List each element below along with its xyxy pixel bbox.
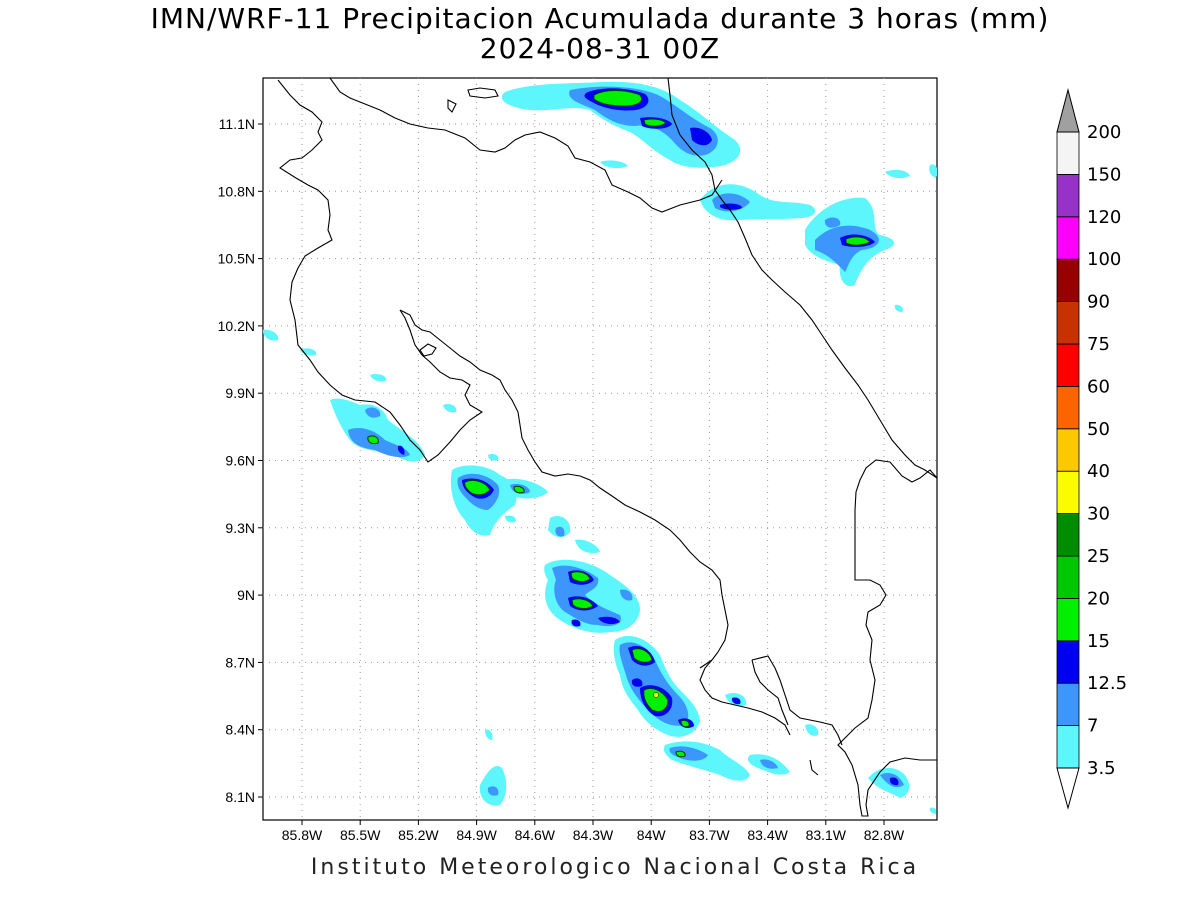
colorbar-level-label: 25 bbox=[1087, 546, 1110, 567]
colorbar-band bbox=[1056, 640, 1080, 684]
lat-tick-label: 8.7N bbox=[225, 654, 255, 670]
colorbar-legend: 3.5 7 12.5 15 20 25 30 40 50 60 75 90 100 120 150 200 bbox=[1056, 88, 1127, 810]
coast-lake-nicaragua bbox=[329, 78, 723, 213]
colorbar-level-label: 120 bbox=[1087, 207, 1121, 228]
lat-tick-label: 10.8N bbox=[218, 183, 255, 199]
lon-tick-label: 85.8W bbox=[282, 827, 323, 843]
colorbar-level-label: 90 bbox=[1087, 292, 1110, 313]
lon-tick-label: 84W bbox=[637, 827, 667, 843]
border-panama bbox=[837, 459, 937, 817]
lon-tick-label: 83.7W bbox=[689, 827, 730, 843]
precip-cell-central-pacific bbox=[450, 453, 548, 536]
lat-tick-label: 10.5N bbox=[218, 251, 255, 267]
colorbar-level-label: 30 bbox=[1087, 504, 1110, 525]
colorbar-level-label: 12.5 bbox=[1087, 673, 1127, 694]
colorbar-level-label: 75 bbox=[1087, 334, 1110, 355]
colorbar-level-label: 200 bbox=[1087, 122, 1121, 143]
lon-tick-label: 83.1W bbox=[806, 827, 847, 843]
colorbar-level-label: 50 bbox=[1087, 419, 1110, 440]
colorbar-over-arrow bbox=[1056, 88, 1080, 133]
colorbar-band bbox=[1056, 258, 1080, 303]
colorbar-band bbox=[1056, 343, 1080, 387]
colorbar-level-label: 60 bbox=[1087, 376, 1110, 397]
colorbar-band bbox=[1056, 470, 1080, 515]
colorbar-level-label: 150 bbox=[1087, 164, 1121, 185]
lat-tick-label: 10.2N bbox=[218, 318, 255, 334]
lat-tick-label: 8.1N bbox=[225, 789, 255, 805]
colorbar-level-label: 7 bbox=[1087, 716, 1098, 737]
longitude-axis: 85.8W 85.5W 85.2W 84.9W 84.6W 84.3W 84W 83.7W 83… bbox=[282, 820, 905, 843]
lon-tick-label: 82.8W bbox=[864, 827, 905, 843]
colorbar-band bbox=[1056, 428, 1080, 472]
colorbar-under-arrow bbox=[1056, 767, 1080, 810]
colorbar-band bbox=[1056, 555, 1080, 599]
coastlines-borders bbox=[277, 78, 937, 817]
colorbar-level-label: 20 bbox=[1087, 588, 1110, 609]
lat-tick-label: 9N bbox=[237, 587, 255, 603]
coast-caribbean bbox=[667, 78, 937, 479]
lat-tick-label: 11.1N bbox=[219, 116, 255, 132]
precipitation-field bbox=[263, 81, 937, 814]
colorbar-level-label: 15 bbox=[1087, 631, 1110, 652]
lat-tick-label: 9.9N bbox=[225, 385, 255, 401]
map-title: IMN/WRF-11 Precipitacion Acumulada duran… bbox=[150, 2, 1050, 35]
colorbar-band bbox=[1056, 385, 1080, 430]
map-valid-time: 2024-08-31 00Z bbox=[479, 32, 721, 65]
precip-cell-south-pacific bbox=[544, 515, 640, 633]
colorbar-band bbox=[1056, 301, 1080, 345]
lat-tick-label: 8.4N bbox=[225, 722, 255, 738]
colorbar-band bbox=[1056, 173, 1080, 218]
colorbar-level-label: 100 bbox=[1087, 249, 1121, 270]
lat-tick-label: 9.6N bbox=[225, 453, 255, 469]
coast-nicaragua-pacific bbox=[277, 79, 484, 463]
precip-cell-nicoya bbox=[263, 329, 457, 462]
latitude-axis: 11.1N 10.8N 10.5N 10.2N 9.9N 9.6N 9.3N 9N 8.7N 8.… bbox=[218, 116, 263, 805]
precip-cell-north bbox=[501, 81, 741, 168]
lon-tick-label: 85.2W bbox=[398, 827, 439, 843]
lon-tick-label: 84.6W bbox=[515, 827, 556, 843]
colorbar-band bbox=[1056, 513, 1080, 557]
lon-tick-label: 85.5W bbox=[340, 827, 381, 843]
coast-island bbox=[419, 343, 437, 357]
colorbar-level-label: 3.5 bbox=[1087, 758, 1116, 779]
lon-tick-label: 84.9W bbox=[456, 827, 497, 843]
footer-credit: Instituto Meteorologico Nacional Costa R… bbox=[310, 855, 920, 880]
colorbar-band bbox=[1056, 598, 1080, 642]
map-frame bbox=[262, 77, 938, 821]
lon-tick-label: 84.3W bbox=[573, 827, 614, 843]
colorbar-band bbox=[1056, 682, 1080, 727]
lat-tick-label: 9.3N bbox=[225, 520, 255, 536]
colorbar-level-label: 40 bbox=[1087, 461, 1110, 482]
colorbar-band bbox=[1056, 725, 1080, 769]
precip-cell-caribbean-north bbox=[600, 160, 937, 312]
colorbar-band bbox=[1056, 131, 1080, 175]
lon-tick-label: 83.4W bbox=[747, 827, 788, 843]
colorbar-band bbox=[1056, 216, 1080, 260]
